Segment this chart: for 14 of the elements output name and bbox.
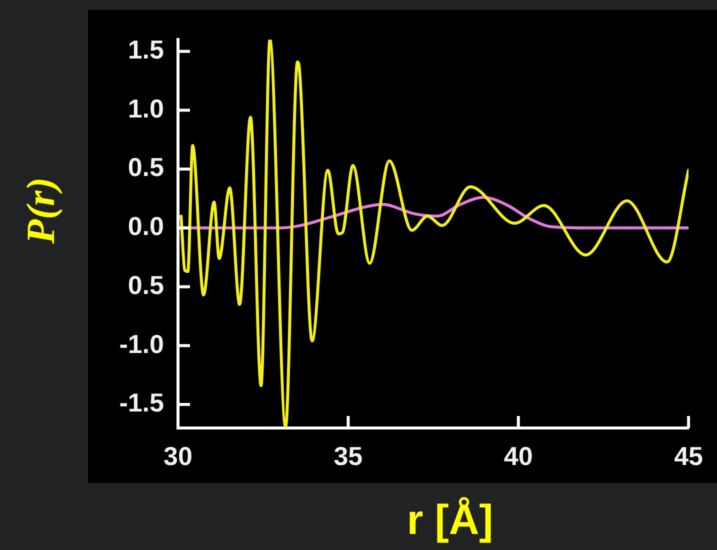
y-tick-label: 1.0 bbox=[128, 93, 164, 124]
line-series bbox=[180, 40, 689, 428]
y-axis-title: P(r) bbox=[16, 176, 64, 244]
y-tick-label: -1.0 bbox=[119, 328, 164, 359]
y-tick-label: 0.5 bbox=[128, 270, 164, 300]
x-axis-title: r [Å] bbox=[406, 495, 494, 545]
y-tick-label: 0.5 bbox=[128, 152, 164, 182]
y-tick-label: -1.5 bbox=[119, 388, 164, 418]
y-tick-label: 1.5 bbox=[128, 34, 164, 65]
x-tick-label: 40 bbox=[504, 440, 533, 471]
y-tick-label: 0.0 bbox=[128, 211, 164, 242]
x-tick-label: 35 bbox=[334, 440, 363, 471]
x-tick-label: 45 bbox=[674, 440, 703, 471]
x-tick-label: 30 bbox=[164, 440, 192, 471]
